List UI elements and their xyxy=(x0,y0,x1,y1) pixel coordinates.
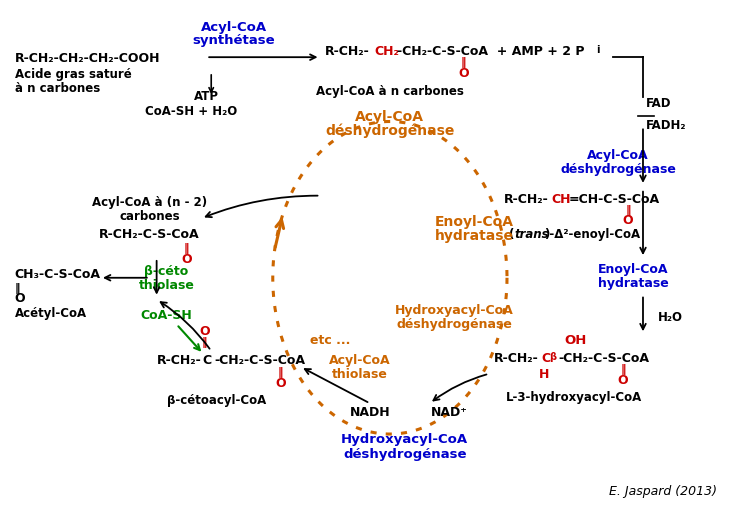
Text: Enoyl-CoA: Enoyl-CoA xyxy=(434,215,514,229)
Text: R-CH₂-C-S-CoA: R-CH₂-C-S-CoA xyxy=(100,228,200,241)
Text: NAD⁺: NAD⁺ xyxy=(431,406,468,419)
Text: ‖: ‖ xyxy=(278,367,283,378)
Text: C: C xyxy=(202,354,211,367)
Text: =CH-C-S-CoA: =CH-C-S-CoA xyxy=(568,193,660,206)
Text: H: H xyxy=(539,368,549,381)
Text: O: O xyxy=(458,67,469,80)
Text: Acyl-CoA: Acyl-CoA xyxy=(330,354,391,367)
Text: O: O xyxy=(618,373,628,387)
Text: R-CH₂-: R-CH₂- xyxy=(157,354,201,367)
Text: L-3-hydroxyacyl-CoA: L-3-hydroxyacyl-CoA xyxy=(506,390,642,404)
Text: Hydroxyacyl-CoA: Hydroxyacyl-CoA xyxy=(342,433,468,446)
Text: CH: CH xyxy=(552,193,571,206)
Text: déshydrogénase: déshydrogénase xyxy=(343,448,467,461)
Text: hydratase: hydratase xyxy=(598,277,668,290)
Text: Acyl-CoA: Acyl-CoA xyxy=(587,149,649,162)
Text: déshydrogénase: déshydrogénase xyxy=(560,163,676,176)
Text: ‖: ‖ xyxy=(620,364,626,375)
Text: i: i xyxy=(596,45,600,55)
Text: synthétase: synthétase xyxy=(192,34,276,47)
Text: -CH₂-C-S-CoA: -CH₂-C-S-CoA xyxy=(559,352,649,365)
Text: ‖: ‖ xyxy=(625,205,631,215)
Text: ‖: ‖ xyxy=(461,57,466,68)
Text: β: β xyxy=(549,352,556,362)
Text: O: O xyxy=(15,291,25,305)
Text: H₂O: H₂O xyxy=(658,311,683,324)
Text: Acyl-CoA: Acyl-CoA xyxy=(201,21,267,33)
Text: O: O xyxy=(622,214,634,227)
Text: R-CH₂-: R-CH₂- xyxy=(325,45,370,58)
Text: ‖: ‖ xyxy=(184,243,189,254)
Text: ‖: ‖ xyxy=(201,337,207,348)
Text: carbones: carbones xyxy=(119,209,180,223)
Text: à n carbones: à n carbones xyxy=(15,82,100,95)
Text: Hydroxyacyl-CoA: Hydroxyacyl-CoA xyxy=(395,305,514,318)
Text: CH₂: CH₂ xyxy=(374,45,399,58)
Text: ‖: ‖ xyxy=(15,283,20,294)
Text: déshydrogénase: déshydrogénase xyxy=(396,319,512,331)
Text: Acyl-CoA à n carbones: Acyl-CoA à n carbones xyxy=(316,85,464,98)
Text: O: O xyxy=(199,325,210,338)
Text: C: C xyxy=(542,352,551,365)
Text: OH: OH xyxy=(564,334,586,347)
Text: Enoyl-CoA: Enoyl-CoA xyxy=(598,263,668,276)
Text: O: O xyxy=(181,253,192,266)
Text: CoA-SH + H₂O: CoA-SH + H₂O xyxy=(145,105,237,117)
Text: FAD: FAD xyxy=(646,97,671,110)
Text: trans: trans xyxy=(515,228,550,241)
Text: NADH: NADH xyxy=(350,406,390,419)
Text: Acyl-CoA à (n - 2): Acyl-CoA à (n - 2) xyxy=(92,195,207,209)
Text: )-Δ²-enoyl-CoA: )-Δ²-enoyl-CoA xyxy=(544,228,640,241)
Text: β-céto: β-céto xyxy=(145,265,189,278)
Text: ATP: ATP xyxy=(194,90,219,103)
Text: Acide gras saturé: Acide gras saturé xyxy=(15,68,131,81)
Text: R-CH₂-CH₂-CH₂-COOH: R-CH₂-CH₂-CH₂-COOH xyxy=(15,52,160,65)
Text: Acétyl-CoA: Acétyl-CoA xyxy=(15,307,87,321)
Text: (: ( xyxy=(509,228,515,241)
Text: hydratase: hydratase xyxy=(434,229,514,243)
Text: R-CH₂-: R-CH₂- xyxy=(494,352,539,365)
Text: etc ...: etc ... xyxy=(310,334,351,347)
Text: FADH₂: FADH₂ xyxy=(646,120,687,132)
Text: E. Jaspard (2013): E. Jaspard (2013) xyxy=(610,484,718,498)
Text: R-CH₂-: R-CH₂- xyxy=(504,193,549,206)
Text: -CH₂-C-S-CoA: -CH₂-C-S-CoA xyxy=(214,354,305,367)
Text: Acyl-CoA: Acyl-CoA xyxy=(355,110,425,124)
Text: -CH₂-C-S-CoA  + AMP + 2 P: -CH₂-C-S-CoA + AMP + 2 P xyxy=(397,45,584,58)
Text: CH₃-C-S-CoA: CH₃-C-S-CoA xyxy=(15,268,100,281)
Text: O: O xyxy=(276,377,286,390)
Text: β-cétoacyl-CoA: β-cétoacyl-CoA xyxy=(166,393,266,406)
Text: déshydrogénase: déshydrogénase xyxy=(325,124,455,138)
Text: thiolase: thiolase xyxy=(139,279,195,292)
Text: thiolase: thiolase xyxy=(332,368,388,381)
Text: CoA-SH: CoA-SH xyxy=(141,309,192,323)
